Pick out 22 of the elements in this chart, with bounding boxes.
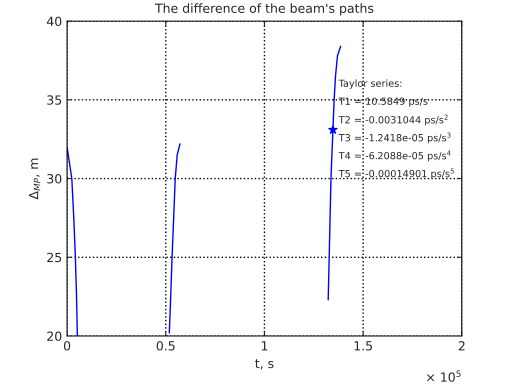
y-tick-label: 40 (46, 16, 62, 26)
x-tick-label: 2 (458, 341, 465, 350)
y-tick-label: 35 (47, 95, 62, 105)
x-tick-label: 1.5 (354, 341, 372, 351)
annotation: T5 = -0.00014901 ps/s$^{5}$ (338, 168, 454, 180)
y-axis-title: Δ$_{MP}$, m (29, 158, 40, 200)
text: × 10$^{5}$ (427, 370, 461, 382)
annotation: T1 = 10.5849 ps/s (338, 98, 428, 107)
line-series (168, 143, 181, 334)
x-tick-label: 1 (262, 341, 268, 350)
y-tick-label: 25 (47, 252, 62, 262)
x-tick-label: 0.5 (156, 341, 175, 351)
annotation: T4 = -6.2088e-05 ps/s$^{4}$ (338, 150, 451, 162)
x-axis-title: t, s (255, 359, 274, 370)
x-tick-label: 0 (64, 341, 70, 351)
annotation: T2 = -0.0031044 ps/s$^{2}$ (338, 114, 448, 126)
chart-title: The difference of the beam's paths (154, 3, 374, 16)
line-series (67, 146, 78, 336)
annotation: Taylor series: (338, 79, 402, 89)
y-tick-label: 30 (47, 174, 62, 184)
annotation: T3 = -1.2418e-05 ps/s$^{3}$ (338, 132, 451, 144)
y-tick-label: 20 (47, 331, 62, 341)
